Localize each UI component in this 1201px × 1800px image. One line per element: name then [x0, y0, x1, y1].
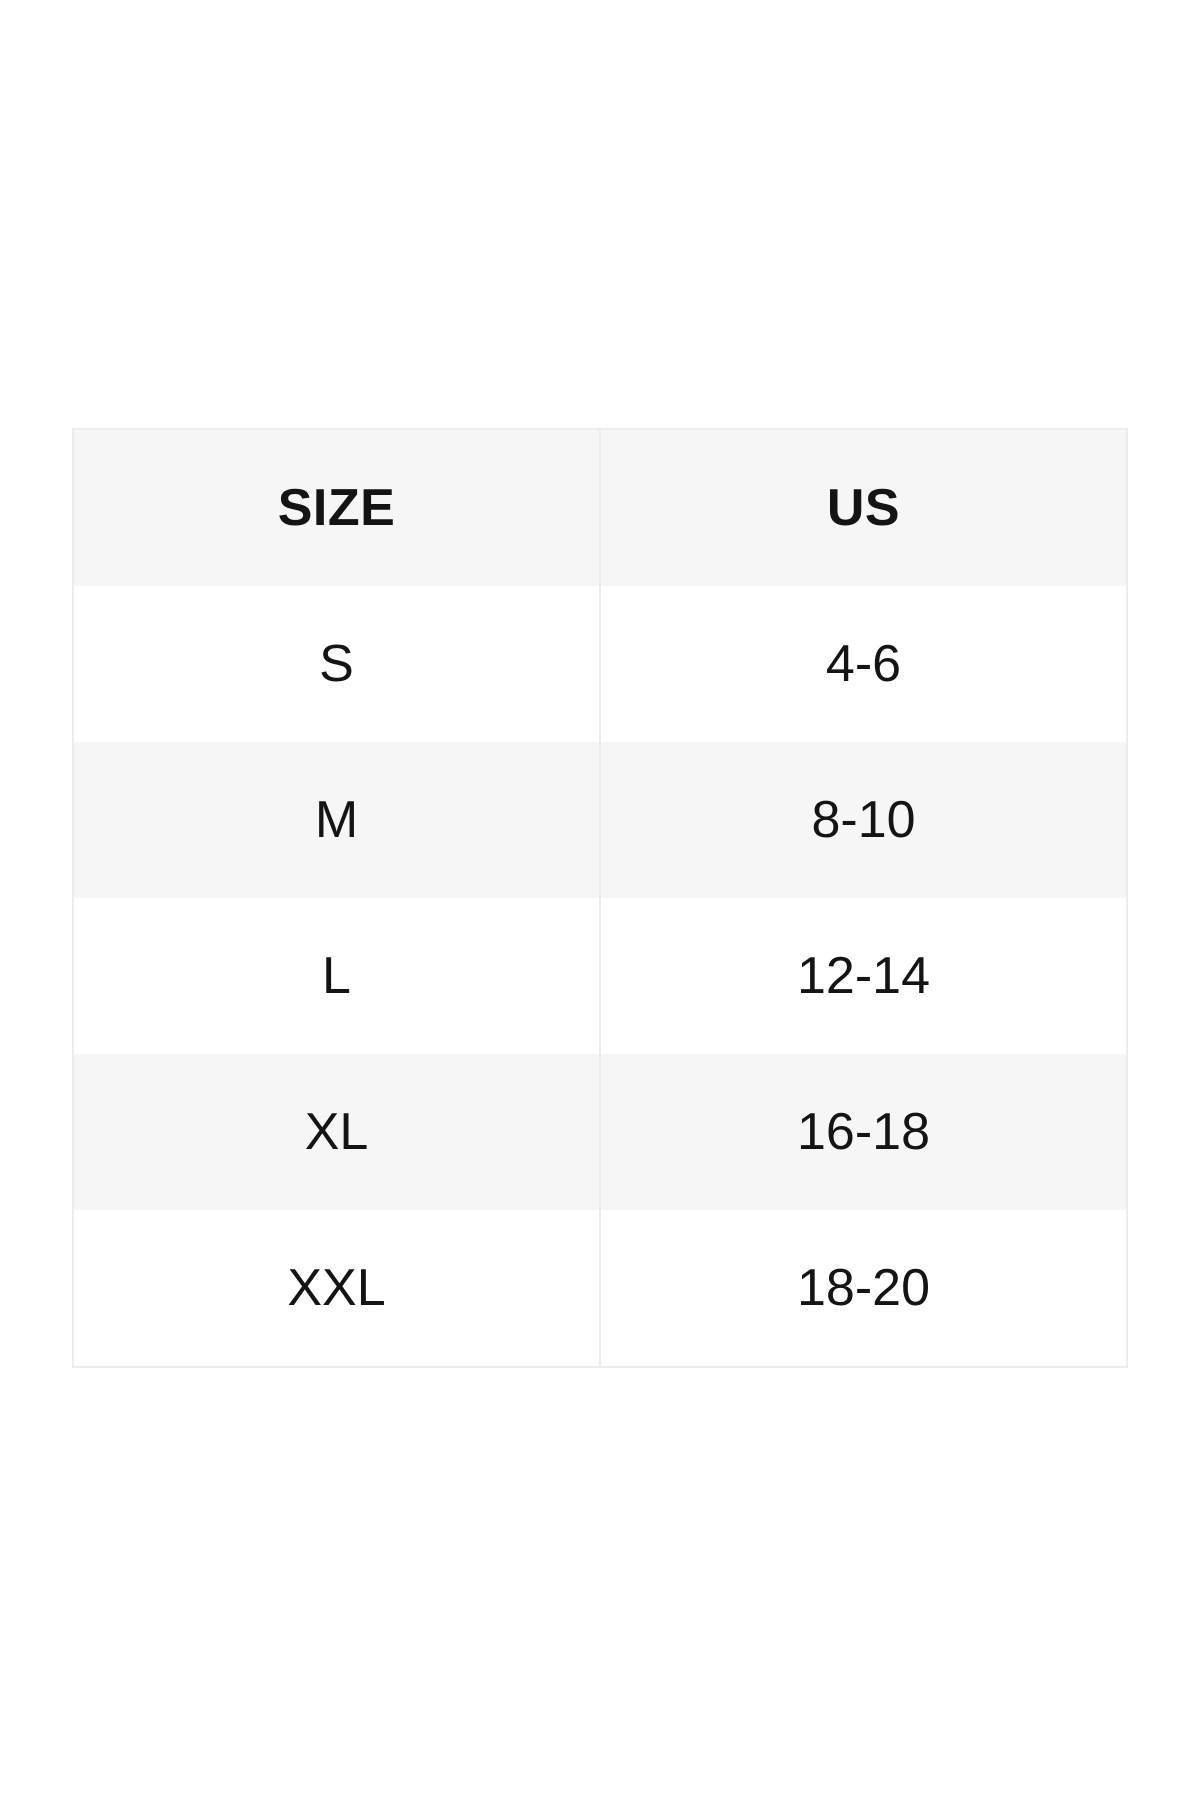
us-cell: 8-10 [811, 791, 916, 849]
size-cell: M [74, 742, 601, 898]
size-cell: S [74, 586, 601, 742]
us-cell: 4-6 [825, 635, 902, 693]
table-row: M 8-10 [74, 742, 1126, 898]
table-row: L 12-14 [74, 898, 1126, 1054]
size-chart-table: SIZE US S 4-6 M 8-10 L 12-14 XL 16-18 XX… [72, 428, 1128, 1368]
us-cell: 16-18 [797, 1103, 930, 1161]
table-row: XXL 18-20 [74, 1210, 1126, 1366]
header-us-cell: US [826, 479, 901, 537]
size-cell: XL [74, 1054, 601, 1210]
header-size-cell: SIZE [74, 430, 601, 586]
us-cell: 18-20 [797, 1259, 930, 1317]
table-row: XL 16-18 [74, 1054, 1126, 1210]
us-cell: 12-14 [797, 947, 930, 1005]
table-row: S 4-6 [74, 586, 1126, 742]
size-cell: XXL [74, 1210, 601, 1366]
size-chart-header-row: SIZE US [74, 430, 1126, 586]
size-cell: L [74, 898, 601, 1054]
